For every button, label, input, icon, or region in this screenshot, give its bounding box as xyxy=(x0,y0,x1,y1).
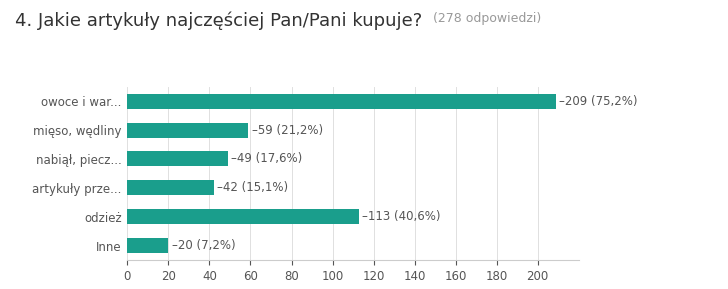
Text: –49 (17,6%): –49 (17,6%) xyxy=(231,153,302,165)
Bar xyxy=(127,238,168,253)
Bar xyxy=(127,209,359,224)
Bar xyxy=(127,94,556,109)
Text: 4. Jakie artykuły najczęściej Pan/Pani kupuje?: 4. Jakie artykuły najczęściej Pan/Pani k… xyxy=(15,12,422,30)
Text: –42 (15,1%): –42 (15,1%) xyxy=(217,181,288,194)
Text: (278 odpowiedzi): (278 odpowiedzi) xyxy=(433,12,542,25)
Bar xyxy=(127,180,213,195)
Text: –209 (75,2%): –209 (75,2%) xyxy=(559,95,638,108)
Text: –113 (40,6%): –113 (40,6%) xyxy=(363,210,441,223)
Text: –59 (21,2%): –59 (21,2%) xyxy=(252,124,323,136)
Text: –20 (7,2%): –20 (7,2%) xyxy=(172,239,235,252)
Bar xyxy=(127,123,248,138)
Bar xyxy=(127,151,228,166)
